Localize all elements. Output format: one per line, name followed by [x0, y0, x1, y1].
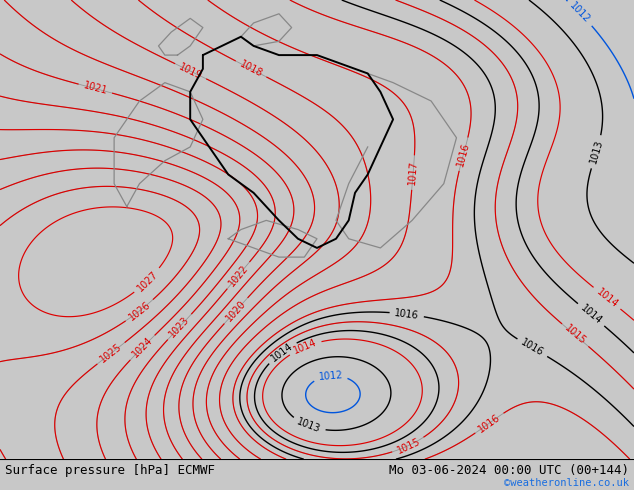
- Text: 1016: 1016: [477, 412, 502, 434]
- Text: 1025: 1025: [98, 342, 124, 365]
- Text: 1016: 1016: [455, 141, 472, 167]
- Text: 1015: 1015: [395, 436, 422, 455]
- Text: 1013: 1013: [588, 139, 605, 165]
- Text: 1020: 1020: [224, 298, 248, 323]
- Text: 1019: 1019: [178, 61, 204, 81]
- Text: 1023: 1023: [167, 315, 191, 339]
- Text: 1014: 1014: [292, 338, 318, 356]
- Text: 1021: 1021: [82, 81, 108, 97]
- Text: ©weatheronline.co.uk: ©weatheronline.co.uk: [504, 478, 629, 488]
- Text: 1012: 1012: [318, 370, 343, 382]
- Text: 1027: 1027: [135, 269, 160, 293]
- Text: 1014: 1014: [578, 303, 604, 326]
- Text: 1018: 1018: [238, 59, 264, 79]
- Text: 1014: 1014: [269, 341, 295, 364]
- Text: 1026: 1026: [127, 299, 152, 322]
- Text: 1024: 1024: [130, 335, 155, 360]
- Text: 1022: 1022: [226, 263, 250, 288]
- Text: 1016: 1016: [519, 337, 545, 358]
- Polygon shape: [0, 0, 127, 459]
- Polygon shape: [495, 0, 634, 275]
- Text: 1016: 1016: [394, 308, 420, 320]
- Polygon shape: [0, 0, 317, 69]
- Text: 1014: 1014: [594, 287, 619, 310]
- Text: Surface pressure [hPa] ECMWF: Surface pressure [hPa] ECMWF: [5, 465, 215, 477]
- Text: 1015: 1015: [562, 323, 588, 347]
- Text: 1012: 1012: [568, 1, 592, 25]
- Text: 1017: 1017: [407, 160, 419, 185]
- Text: 1013: 1013: [295, 416, 322, 435]
- Text: Mo 03-06-2024 00:00 UTC (00+144): Mo 03-06-2024 00:00 UTC (00+144): [389, 465, 629, 477]
